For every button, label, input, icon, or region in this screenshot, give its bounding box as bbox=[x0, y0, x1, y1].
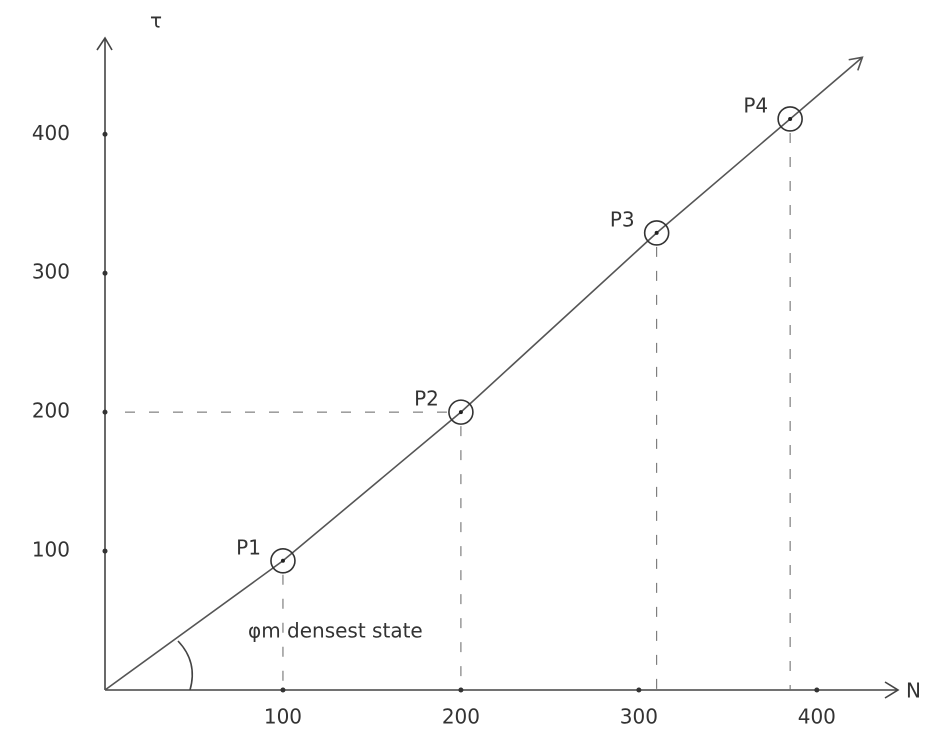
x-tick-label: 300 bbox=[620, 705, 658, 729]
x-tick bbox=[814, 688, 819, 693]
point bbox=[788, 117, 792, 121]
point bbox=[459, 410, 463, 414]
point-label: P4 bbox=[743, 93, 768, 117]
chart: τ N φm densest state 100 200 300 400 100 200 3… bbox=[0, 0, 938, 742]
y-tick bbox=[103, 132, 108, 137]
x-tick-label: 100 bbox=[264, 705, 302, 729]
fit-line bbox=[105, 119, 790, 690]
y-tick bbox=[103, 549, 108, 554]
point-label: P1 bbox=[236, 535, 261, 559]
point bbox=[281, 559, 285, 563]
point bbox=[655, 231, 659, 235]
x-tick-label: 200 bbox=[442, 705, 480, 729]
y-tick-label: 200 bbox=[32, 399, 70, 423]
y-tick bbox=[103, 271, 108, 276]
x-axis-label: N bbox=[906, 679, 921, 703]
point-label: P3 bbox=[610, 207, 635, 231]
fit-extension bbox=[790, 57, 862, 119]
y-tick bbox=[103, 410, 108, 415]
y-axis-label: τ bbox=[150, 9, 162, 33]
y-tick-label: 100 bbox=[32, 538, 70, 562]
angle-arc bbox=[178, 641, 192, 690]
y-tick-label: 400 bbox=[32, 121, 70, 145]
x-tick bbox=[636, 688, 641, 693]
x-tick-label: 400 bbox=[798, 705, 836, 729]
y-tick-label: 300 bbox=[32, 260, 70, 284]
annotation: φm densest state bbox=[248, 619, 423, 643]
point-label: P2 bbox=[414, 387, 439, 411]
